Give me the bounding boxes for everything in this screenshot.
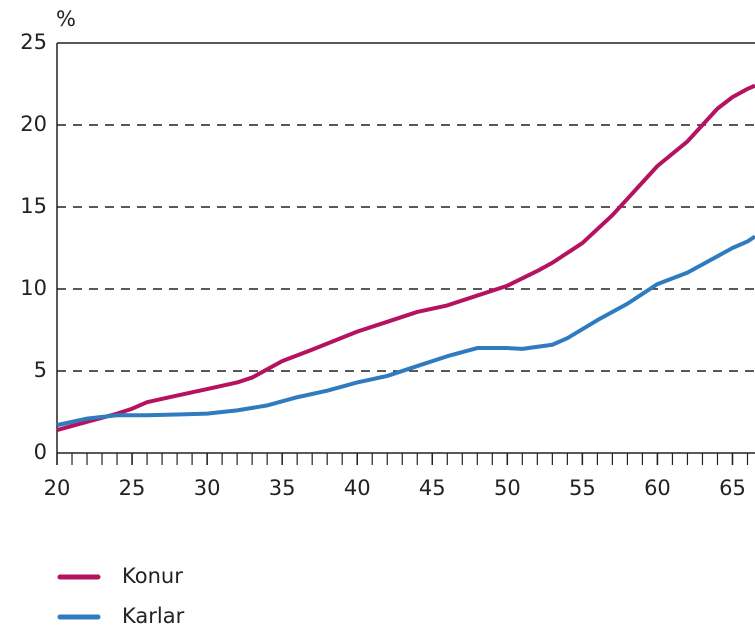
y-tick-label: 25 <box>20 30 47 54</box>
line <box>56 83 755 432</box>
y-tick-label: 15 <box>20 194 47 218</box>
legend-label: Karlar <box>122 604 185 628</box>
x-tick-label: 25 <box>119 476 146 500</box>
legend-label: Konur <box>122 564 183 588</box>
y-tick-label: 5 <box>34 358 47 382</box>
x-tick-label: 20 <box>44 476 71 500</box>
y-tick-label: 20 <box>20 112 47 136</box>
x-tick-label: 65 <box>719 476 746 500</box>
y-tick-label: 10 <box>20 276 47 300</box>
x-tick-label: 40 <box>344 476 371 500</box>
y-tick-label: 0 <box>34 440 47 464</box>
line <box>56 234 755 428</box>
x-tick-label: 55 <box>569 476 596 500</box>
x-tick-label: 45 <box>419 476 446 500</box>
x-tick-label: 35 <box>269 476 296 500</box>
x-tick-label: 30 <box>194 476 221 500</box>
x-tick-label: 60 <box>644 476 671 500</box>
y-axis-label: % <box>56 7 76 31</box>
x-tick-label: 50 <box>494 476 521 500</box>
